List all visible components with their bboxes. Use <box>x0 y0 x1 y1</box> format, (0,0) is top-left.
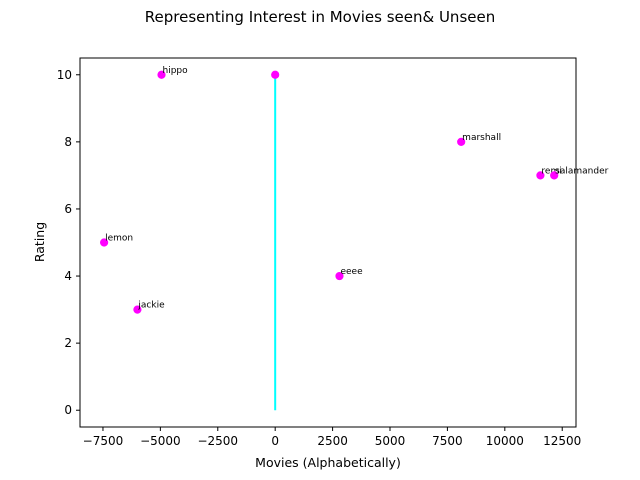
x-tick-label: 12500 <box>543 434 581 448</box>
y-tick-label: 0 <box>64 403 72 417</box>
data-point <box>100 238 109 247</box>
x-tick-label: 7500 <box>432 434 463 448</box>
y-axis-label: Rating <box>32 222 47 262</box>
x-tick-label: −5000 <box>140 434 181 448</box>
chart-title: Representing Interest in Movies seen& Un… <box>145 8 495 26</box>
point-label: hippo <box>163 66 189 76</box>
data-point <box>457 137 466 146</box>
data-point <box>271 70 280 79</box>
point-label: lemon <box>105 234 133 244</box>
point-label: eeee <box>340 267 363 277</box>
y-tick-label: 2 <box>64 336 72 350</box>
data-point <box>133 305 142 314</box>
x-tick-label: −7500 <box>83 434 124 448</box>
data-point <box>550 171 559 180</box>
y-tick-label: 4 <box>64 269 72 283</box>
x-tick-label: 0 <box>271 434 279 448</box>
point-label: jackie <box>137 301 165 311</box>
plot-frame <box>79 57 577 428</box>
x-tick-label: −2500 <box>197 434 238 448</box>
y-axis: 0 2 4 6 8 10 <box>57 68 80 417</box>
point-label: marshall <box>462 133 501 143</box>
x-axis: −7500 −5000 −2500 0 2500 5000 7500 10000 12500 <box>83 427 581 448</box>
y-tick-label: 8 <box>64 135 72 149</box>
x-tick-label: 10000 <box>486 434 524 448</box>
y-tick-label: 10 <box>57 68 72 82</box>
point-label: remi <box>541 166 561 176</box>
data-point <box>335 271 344 281</box>
data-point <box>536 171 545 180</box>
y-tick-label: 6 <box>64 202 72 216</box>
x-tick-label: 5000 <box>375 434 406 448</box>
data-point <box>157 70 166 79</box>
point-label: salamander <box>555 166 608 176</box>
x-axis-label: Movies (Alphabetically) <box>255 455 401 470</box>
x-tick-label: 2500 <box>317 434 348 448</box>
